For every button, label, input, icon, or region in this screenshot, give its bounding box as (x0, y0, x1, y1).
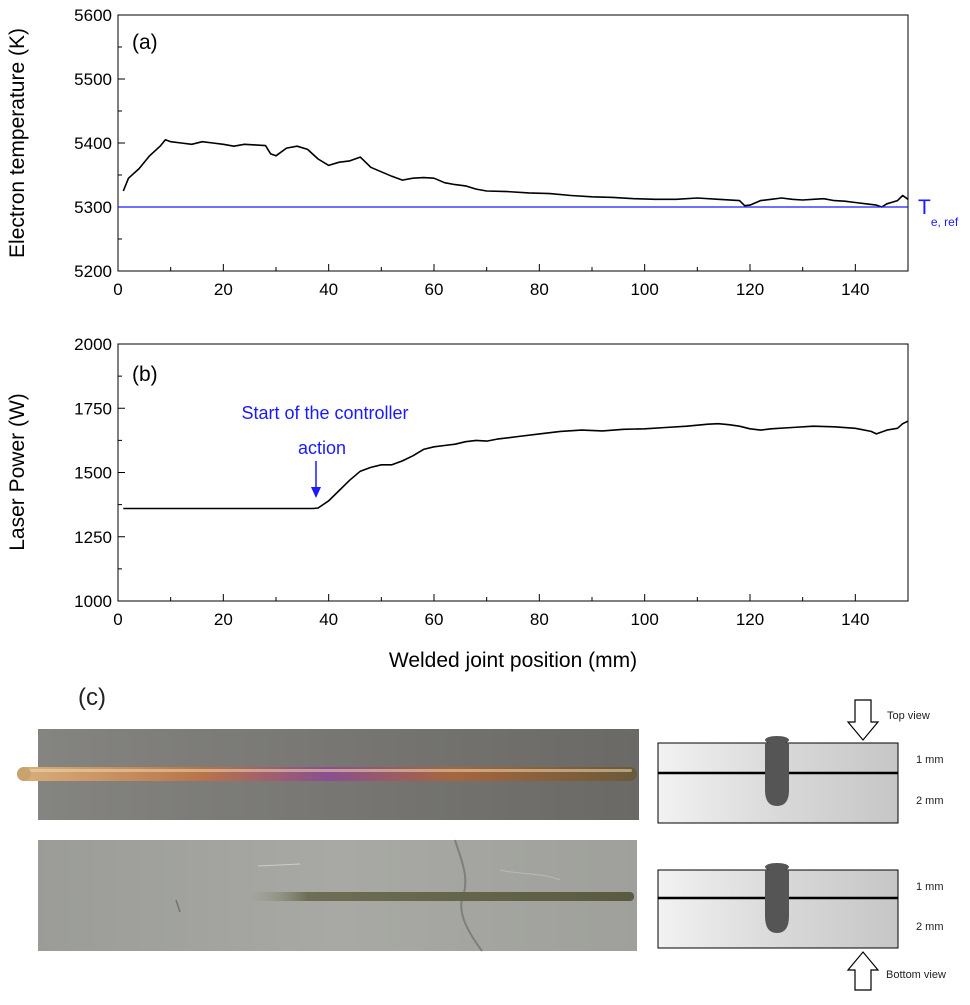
y-tick-label: 5200 (74, 262, 112, 281)
x-tick-label: 140 (841, 610, 869, 629)
y-tick-label: 5300 (74, 198, 112, 217)
weld-photo-top (17, 729, 639, 820)
x-tick-label: 40 (319, 280, 338, 299)
annotation-arrow (311, 461, 321, 498)
x-tick-label: 40 (319, 610, 338, 629)
layer-thickness-1mm: 1 mm (916, 754, 944, 766)
x-tick-label: 140 (841, 280, 869, 299)
cross-section-bottom-view: Bottom view 1 mm 2 mm (657, 863, 946, 991)
layer-thickness-2mm: 2 mm (916, 795, 944, 807)
x-tick-label: 20 (214, 280, 233, 299)
x-tick-label: 60 (425, 280, 444, 299)
y-tick-label: 1250 (74, 528, 112, 547)
y-tick-label: 1750 (74, 399, 112, 418)
chart-panel-a: 0 20 40 60 80 100 120 140 5200 5300 5400 5500 5600 (… (6, 6, 959, 299)
y-tick-label: 2000 (74, 335, 112, 354)
x-tick-label: 100 (630, 280, 658, 299)
weld-photo-bottom (38, 839, 637, 952)
bottom-view-label: Bottom view (886, 969, 946, 981)
y-tick-label: 1000 (74, 592, 112, 611)
top-view-label: Top view (887, 710, 930, 722)
plot-frame (117, 14, 909, 272)
tick-label-group: 0 20 40 60 80 100 120 140 5200 5300 5400 5500 5600 (74, 6, 869, 299)
tick-label-group: 0 20 40 60 80 100 120 140 1000 1250 1500 1750 2000 (74, 335, 869, 629)
x-tick-label: 60 (425, 610, 444, 629)
series-line (122, 139, 909, 208)
x-tick-label: 20 (214, 610, 233, 629)
tick-group (117, 343, 909, 602)
x-tick-label: 0 (113, 280, 122, 299)
y-tick-label: 5500 (74, 70, 112, 89)
x-tick-label: 120 (736, 610, 764, 629)
tick-group (117, 14, 909, 272)
chart-panel-b: 0 20 40 60 80 100 120 140 1000 1250 1500 1750 2000 (… (6, 335, 909, 672)
panel-label: (b) (132, 363, 158, 386)
down-arrow-icon (846, 699, 880, 741)
series-group (118, 139, 909, 208)
y-tick-label: 5400 (74, 134, 112, 153)
annotation-line-1: Start of the controller (241, 403, 408, 423)
series-group (123, 420, 909, 510)
series-line (123, 420, 909, 510)
reference-line-label: Te, ref (918, 196, 959, 229)
up-arrow-icon (846, 951, 880, 991)
panel-label: (c) (78, 684, 106, 711)
x-axis-title: Welded joint position (mm) (389, 649, 637, 672)
layer-thickness-1mm: 1 mm (916, 881, 944, 893)
plot-frame (117, 343, 909, 602)
x-tick-label: 120 (736, 280, 764, 299)
panel-c-weld-photos: (c) Top view 1 mm 2 (17, 684, 946, 991)
x-tick-label: 80 (530, 610, 549, 629)
layer-thickness-2mm: 2 mm (916, 921, 944, 933)
cross-section-top-view: Top view 1 mm 2 mm (657, 699, 944, 824)
x-tick-label: 100 (630, 610, 658, 629)
y-axis-title: Laser Power (W) (6, 393, 29, 551)
x-tick-label: 80 (530, 280, 549, 299)
annotation-line-2: action (298, 438, 346, 458)
y-axis-title: Electron temperature (K) (6, 28, 29, 258)
x-tick-label: 0 (113, 610, 122, 629)
y-tick-label: 1500 (74, 464, 112, 483)
y-tick-label: 5600 (74, 6, 112, 25)
panel-label: (a) (132, 31, 158, 54)
